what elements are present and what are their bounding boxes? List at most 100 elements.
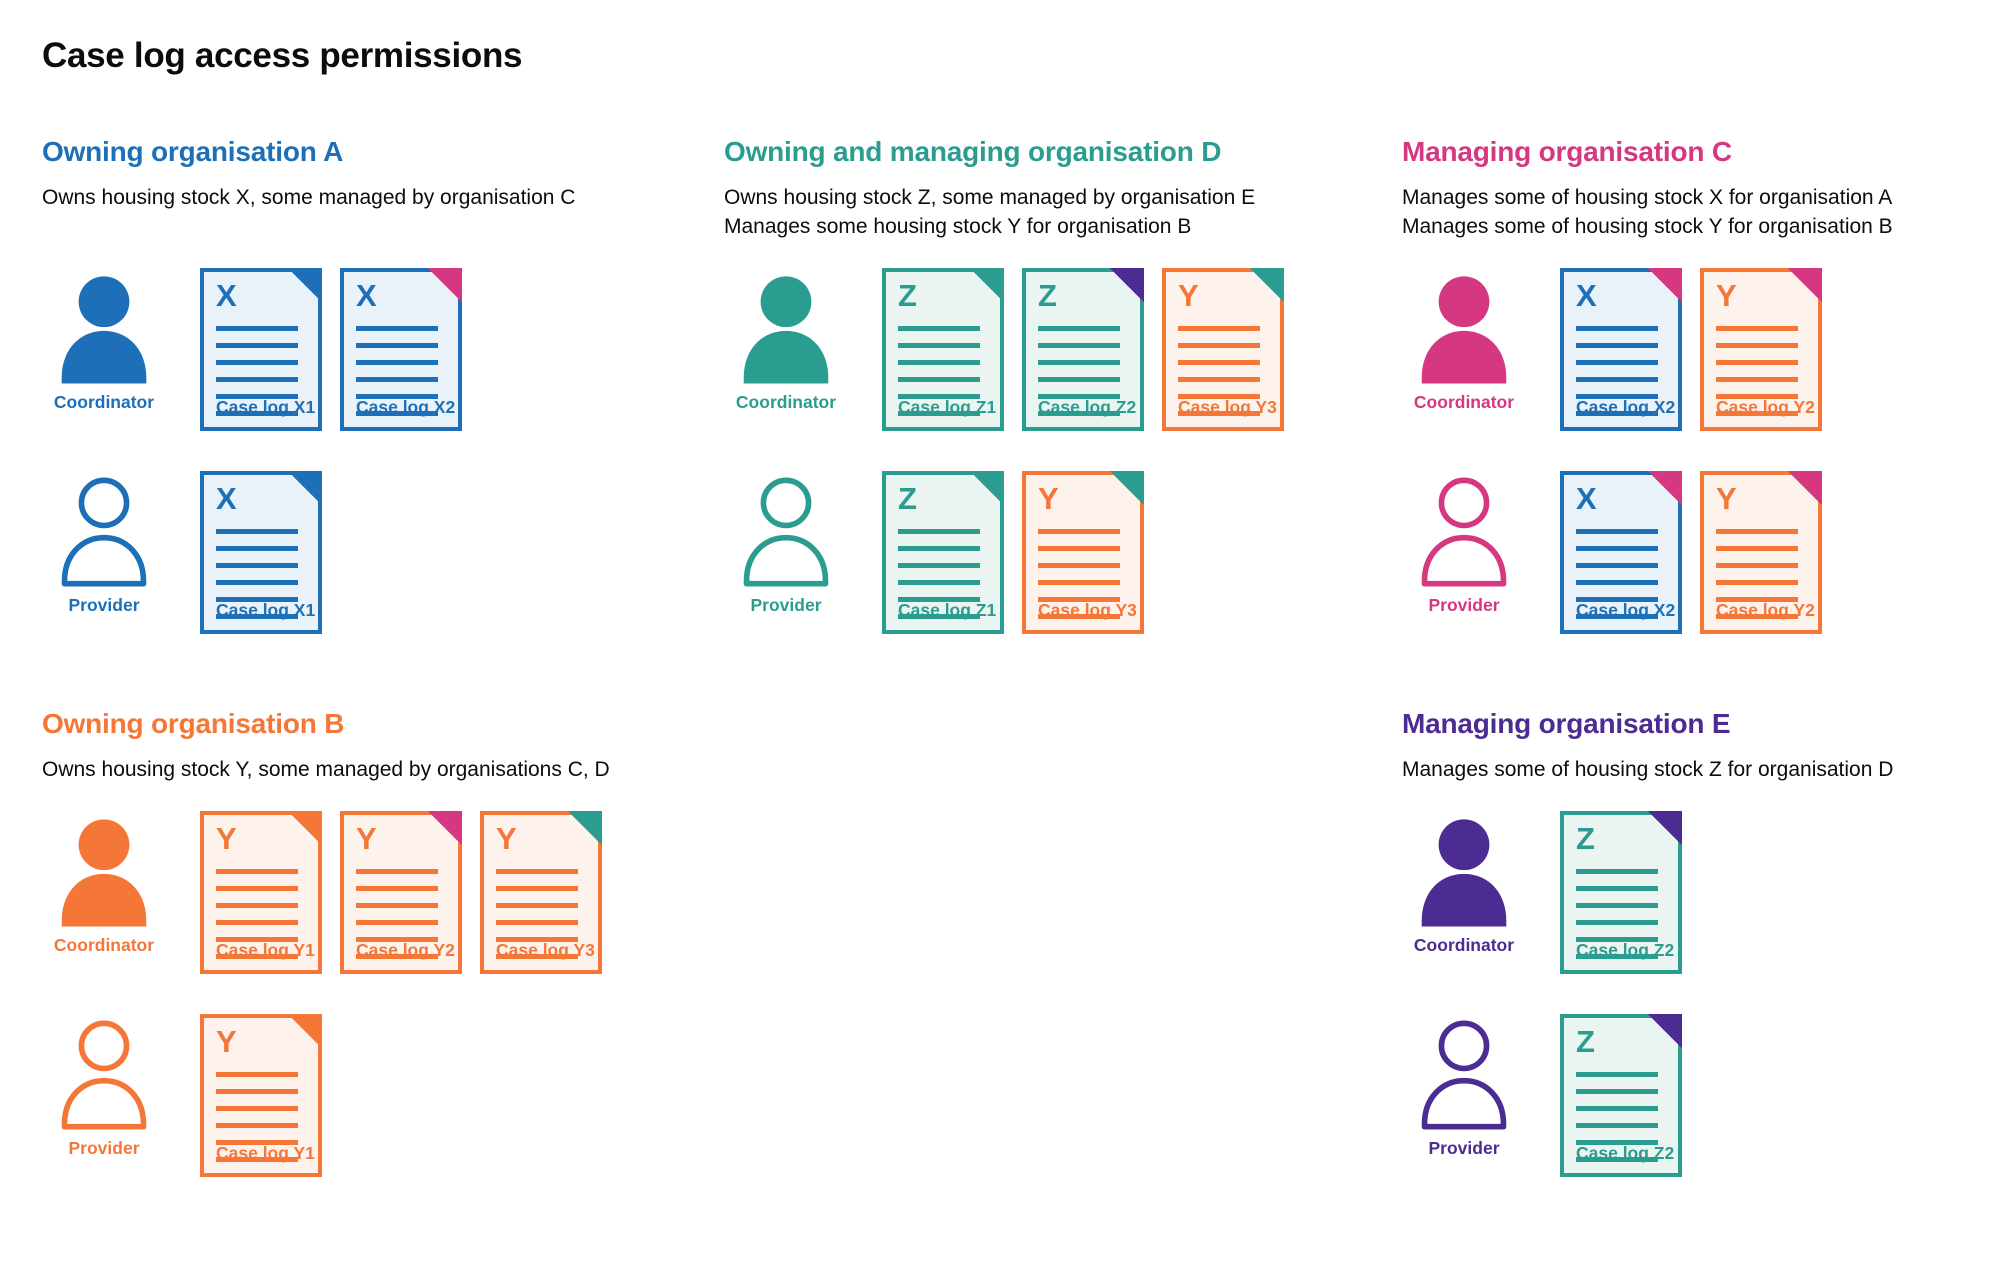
doc-line [1576,1139,1658,1145]
doc-line [898,614,980,619]
role-label: Coordinator [1413,392,1515,412]
doc-line [356,868,438,874]
role-label: Provider [750,595,822,615]
doc-text-lines [1576,326,1658,428]
doc-line [216,868,298,874]
doc-line [1716,546,1798,551]
role-label: Provider [68,1137,140,1158]
doc-line [1178,377,1260,382]
doc-line [898,360,980,365]
doc-letter: Z [898,481,917,516]
case-log-doc: Z Case log Z2 [1560,1013,1682,1177]
person-outline-icon [61,1020,147,1130]
doc-line [216,1105,298,1111]
doc-label: Case log X2 [1576,600,1676,620]
doc-text-lines [496,868,578,971]
person-filled-icon [1421,276,1507,384]
section-description: Manages some of housing stock X for orga… [1402,184,1986,242]
provider-row: Provider Y Case log Y1 [42,1013,702,1177]
section-description: Owns housing stock X, some managed by or… [42,184,702,242]
doc-line [1576,919,1658,925]
doc-line [216,953,298,959]
doc-line [1178,360,1260,365]
section-heading: Managing organisation C [1402,136,1732,167]
case-log-doc: Z Case log Z1 [882,268,1004,431]
role-label: Coordinator [1413,934,1515,955]
doc-line [1576,597,1658,602]
folded-corner-icon [288,810,322,845]
person-filled-icon [61,819,147,927]
doc-line [1038,343,1120,348]
case-log-doc: Z Case log Z2 [1022,268,1144,431]
coordinator-person: Coordinator [1402,268,1526,413]
section-owning-organisation-a: Owning organisation A Owns housing stock… [42,136,702,674]
folded-corner-icon [288,471,322,505]
folded-corner-icon [970,471,1004,505]
folded-corner-icon [1648,810,1682,845]
section-heading: Managing organisation E [1402,708,1731,739]
doc-label: Case log X1 [216,397,316,417]
doc-label: Case log X1 [216,600,316,620]
doc-line [1576,529,1658,534]
doc-line [216,1122,298,1128]
section-owning-organisation-b: Owning organisation B Owns housing stock… [42,708,702,1217]
doc-line [1716,411,1798,416]
folded-corner-icon [1250,268,1284,302]
doc-list: Z Case log Z2 [1560,1013,1682,1177]
section-description: Owns housing stock Z, some managed by or… [724,184,1384,242]
doc-letter: Y [1716,481,1737,516]
doc-label: Case log Y2 [1716,600,1815,620]
doc-line [1038,377,1120,382]
doc-line [216,1156,298,1162]
doc-line [1178,326,1260,331]
doc-line [216,360,298,365]
doc-line [216,1071,298,1077]
coordinator-row: Coordinator Y Case log Y1 Y Case log Y2 … [42,810,702,974]
case-log-doc: Y Case log Y2 [1700,471,1822,634]
coordinator-row: Coordinator Z Case log Z2 [1402,810,1986,974]
section-description: Manages some of housing stock Z for orga… [1402,756,1986,785]
doc-line [216,1139,298,1145]
doc-letter: Y [1038,481,1059,516]
role-label: Provider [68,595,140,615]
case-log-doc: Y Case log Y1 [200,1013,322,1177]
doc-line [1038,360,1120,365]
page-title: Case log access permissions [42,36,523,75]
role-label: Coordinator [53,934,155,955]
doc-letter: Y [356,820,377,856]
doc-line [1716,580,1798,585]
doc-line [1576,1156,1658,1162]
doc-line [496,919,578,925]
doc-line [1576,1088,1658,1094]
doc-line [1038,597,1120,602]
doc-line [1576,936,1658,942]
doc-line [496,902,578,908]
case-log-doc: X Case log X1 [200,268,322,431]
doc-letter: Y [1716,278,1737,313]
doc-line [216,411,298,416]
doc-line [1716,529,1798,534]
folded-corner-icon [1648,268,1682,302]
doc-letter: Y [216,820,237,856]
doc-line [1576,546,1658,551]
section-heading: Owning organisation A [42,136,344,167]
role-label: Coordinator [53,392,155,412]
doc-line [1576,360,1658,365]
doc-line [496,953,578,959]
doc-line [1576,902,1658,908]
doc-line [898,326,980,331]
doc-letter: Z [1038,278,1057,313]
doc-line [216,377,298,382]
provider-person: Provider [42,1014,166,1159]
doc-line [1038,614,1120,619]
doc-line [1576,868,1658,874]
doc-text-lines [1716,326,1798,428]
provider-row: Provider X Case log X1 [42,471,702,634]
person-filled-icon [743,276,829,384]
doc-text-lines [1178,326,1260,428]
doc-line [1576,1122,1658,1128]
doc-line [356,326,438,331]
section-heading: Owning organisation B [42,708,345,739]
doc-label: Case log Y3 [1178,397,1277,417]
